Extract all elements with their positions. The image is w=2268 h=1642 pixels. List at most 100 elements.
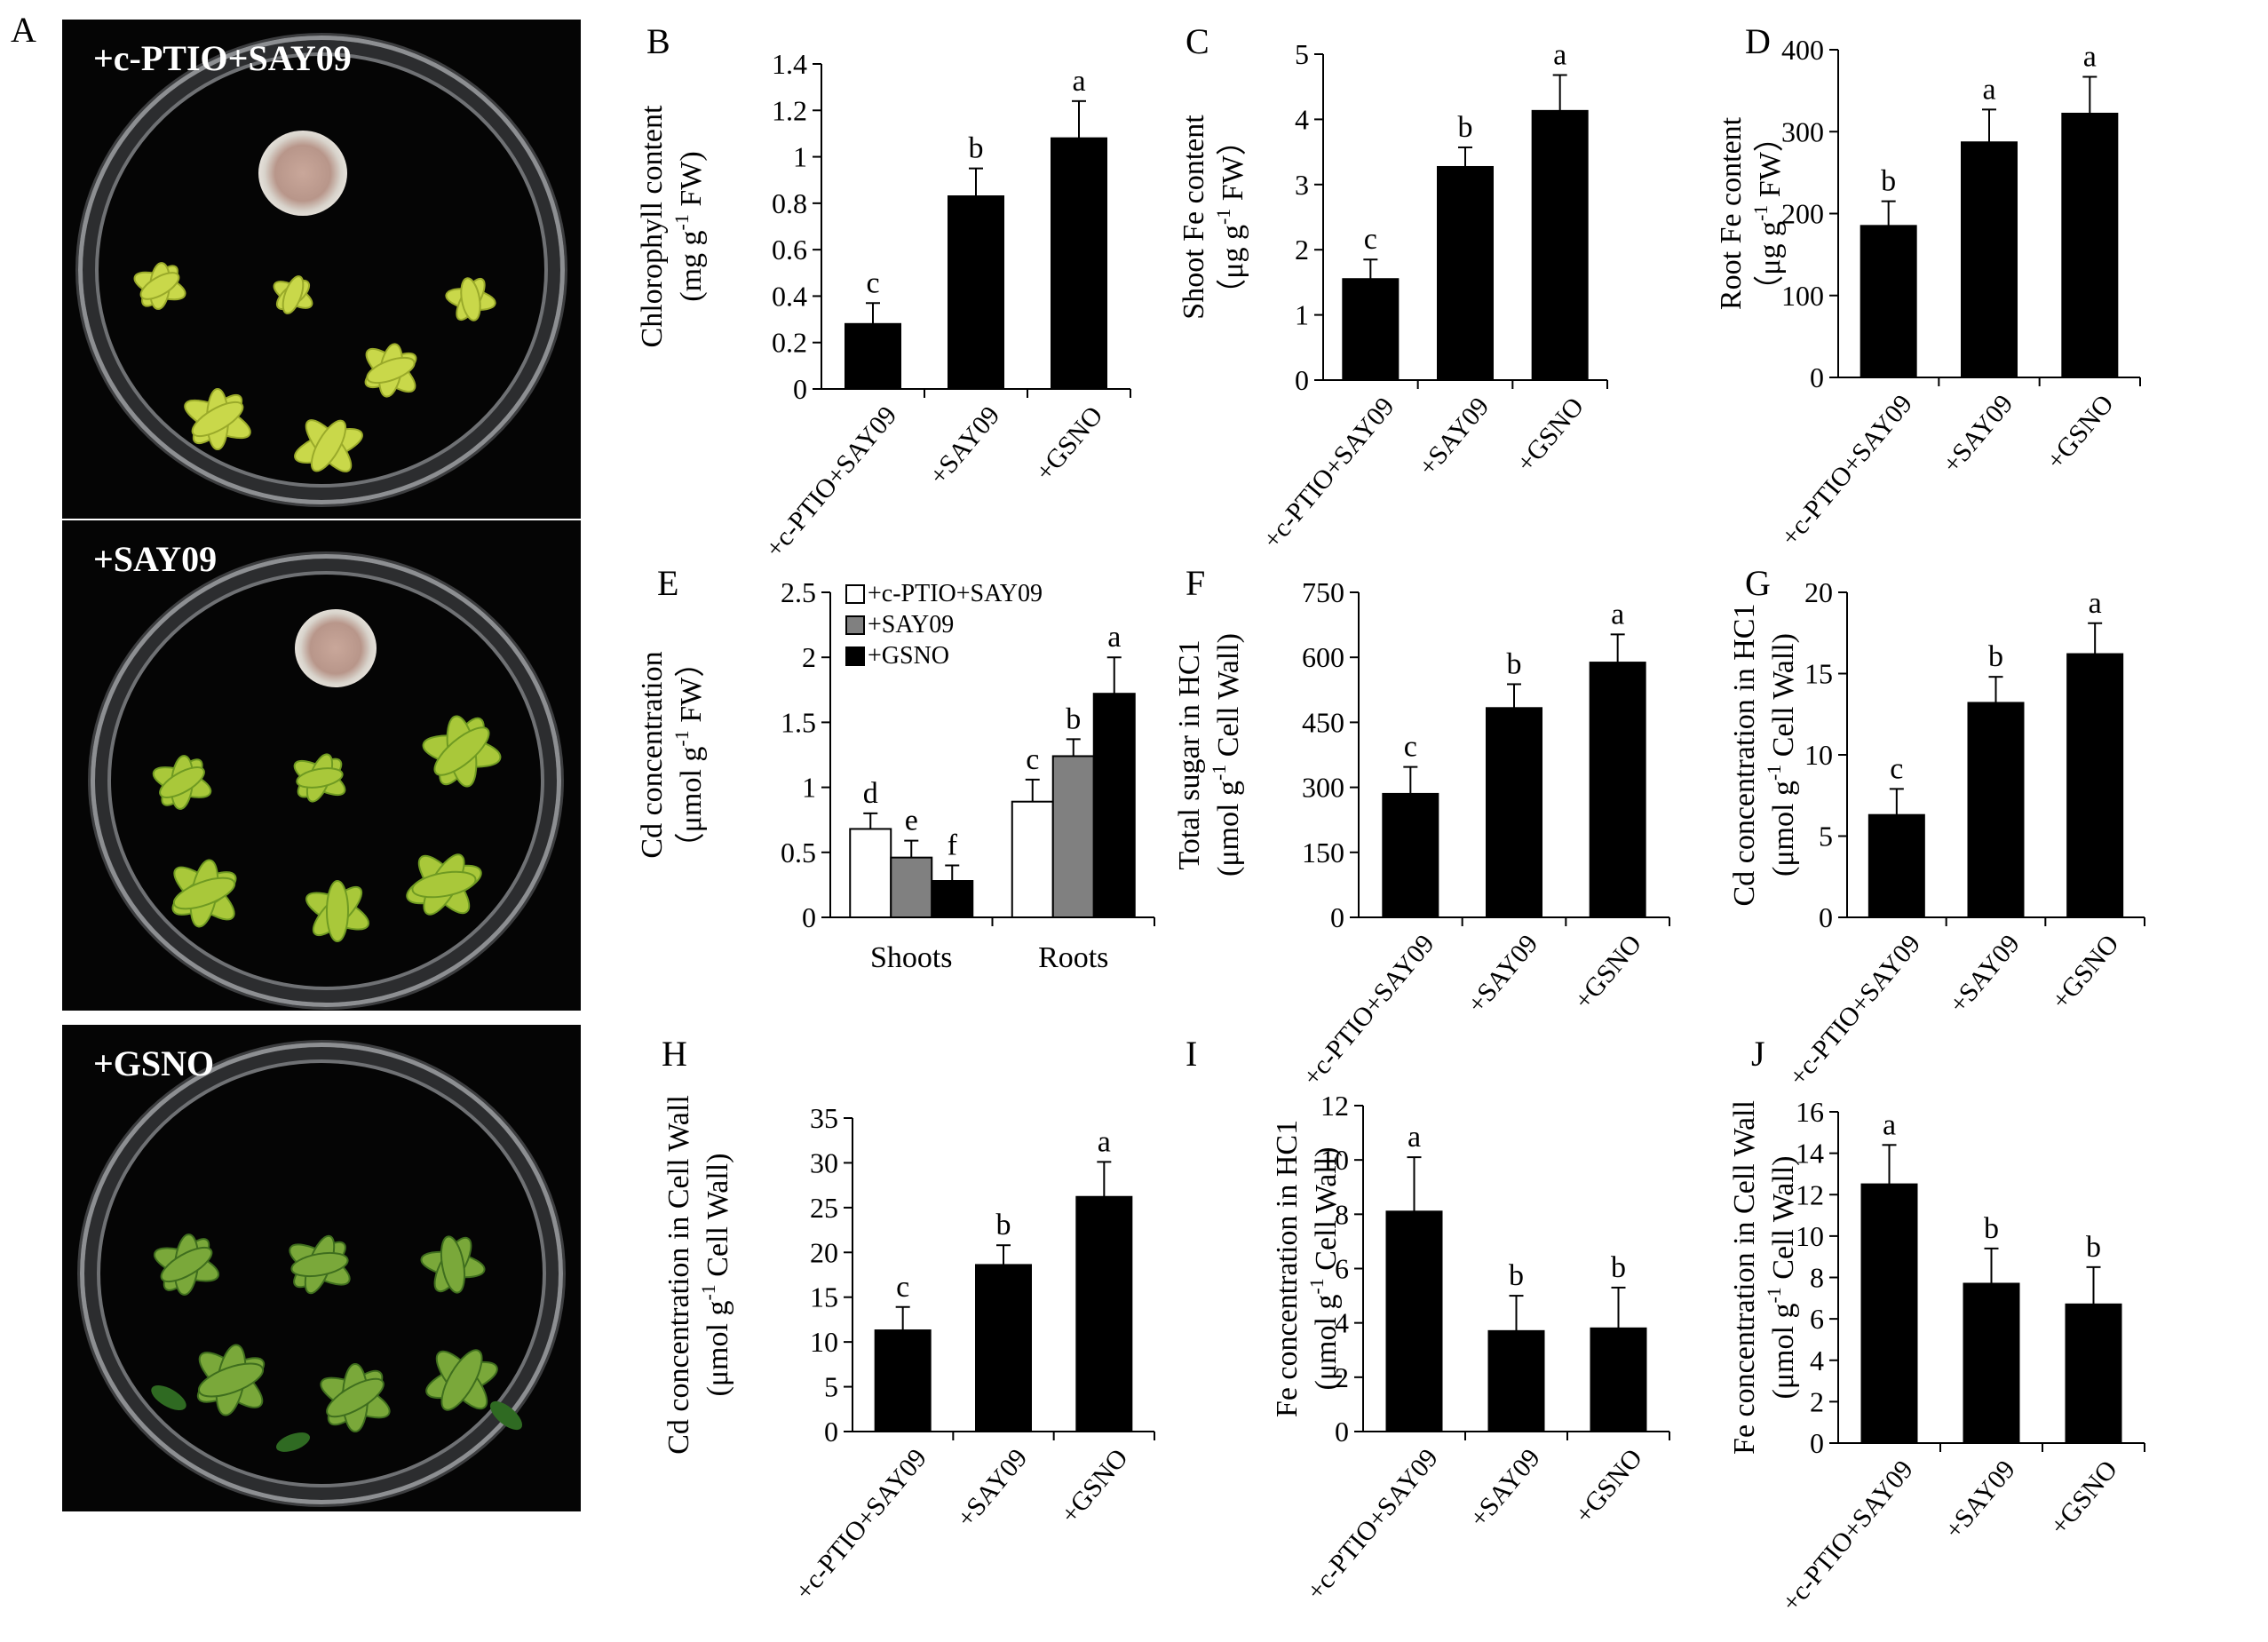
bar [1342, 278, 1400, 382]
petri-dish [80, 1043, 563, 1504]
y-axis-label-line: （μmol g-1 FW） [670, 647, 708, 862]
y-tick-label: 2 [802, 641, 816, 673]
y-axis-label-line: (μmol g-1 Cell Wall) [1763, 633, 1800, 877]
superscript: -1 [670, 730, 693, 746]
seedling-group-green [152, 715, 502, 942]
y-tick-label: 2 [1810, 1385, 1824, 1417]
chart-panel-j: J Fe concentration in Cell Wall (μmol g-1 … [1728, 1034, 2145, 1617]
bar [1385, 1210, 1443, 1433]
y-axis-label: Cd concentration in Cell Wall (μmol g-1 C… [662, 1095, 734, 1455]
significance-letter: a [1408, 1121, 1421, 1154]
legend-label: +c-PTIO+SAY09 [868, 580, 1043, 607]
bar [1531, 109, 1589, 381]
y-tick-label: 750 [1302, 576, 1344, 608]
y-tick-label: 6 [1335, 1253, 1349, 1285]
significance-letter: b [969, 132, 984, 165]
x-tick-label: +c-PTIO+SAY09 [1297, 929, 1440, 1091]
y-tick-label: 0 [793, 373, 807, 405]
plate-photo-gsno: +GSNO [62, 1025, 581, 1511]
bar [890, 856, 933, 919]
significance-letter: b [1988, 640, 2003, 673]
y-axis-label: Root Fe content （μg g-1 FW） [1715, 116, 1787, 310]
legend-swatch [845, 584, 865, 604]
bacterial-colony [295, 609, 377, 687]
significance-letter: d [863, 777, 878, 810]
chart-panel-g: GCd concentration in HC1 (μmol g-1 Cell W… [1728, 563, 2145, 1091]
y-tick-label: 2 [1295, 234, 1309, 266]
bar [975, 1264, 1032, 1433]
superscript: -1 [697, 1284, 719, 1300]
superscript: -1 [1763, 765, 1785, 781]
photo-caption: +GSNO [93, 1043, 215, 1083]
x-tick-label: +SAY09 [1462, 929, 1543, 1019]
bar [1437, 165, 1494, 381]
bar [1963, 1282, 2020, 1445]
significance-letter: a [1883, 1108, 1896, 1141]
x-tick-label: +SAY09 [951, 1443, 1033, 1533]
panel-a-letter: A [11, 10, 36, 50]
petri-dish [78, 36, 565, 504]
significance-letter: c [1026, 743, 1039, 776]
y-tick-label: 0 [1295, 364, 1309, 396]
bar [1051, 137, 1107, 391]
y-tick-label: 0 [1819, 901, 1833, 933]
y-axis-label-line: (μmol g-1 Cell Wall) [697, 1153, 734, 1396]
chart-panel-e: E Cd concentration （μmol g-1 FW） 0 0.5 1 1.5 2 2… [636, 563, 1155, 974]
x-tick-label: +GSNO [2046, 929, 2125, 1015]
y-tick-label: 15 [1804, 658, 1833, 690]
x-tick-label: +SAY09 [1464, 1443, 1546, 1533]
x-tick-label: +c-PTIO+SAY09 [1783, 929, 1926, 1091]
bar [1868, 813, 1925, 919]
y-axis-label-line: (μmol g-1 Cell Wall) [1763, 1155, 1800, 1399]
significance-letter: a [1072, 65, 1085, 98]
y-tick-label: 10 [810, 1326, 838, 1358]
y-axis-label-line: Cd concentration in Cell Wall [662, 1095, 695, 1455]
y-tick-label: 8 [1335, 1198, 1349, 1230]
leaf-dark-accents [151, 1385, 523, 1452]
y-axis-label-line: Shoot Fe content [1178, 115, 1210, 320]
panel-letter: F [1186, 563, 1205, 603]
x-tick-label: +c-PTIO+SAY09 [759, 401, 902, 563]
x-tick-label: +SAY09 [1937, 389, 2018, 479]
y-tick-label: 0.4 [772, 280, 807, 312]
x-tick-label: Shoots [870, 941, 953, 974]
y-tick-label: 0 [824, 1416, 838, 1448]
photo-caption: +SAY09 [93, 539, 218, 579]
x-tick-label: +GSNO [2044, 1455, 2123, 1541]
significance-letter: a [1107, 621, 1121, 654]
superscript: -1 [1212, 209, 1234, 225]
y-tick-label: 25 [810, 1192, 838, 1224]
bar [1487, 1329, 1545, 1433]
y-tick-label: 8 [1810, 1262, 1824, 1294]
y-tick-label: 0.5 [781, 837, 816, 869]
y-axis-label-line: Total sugar in HC1 [1173, 639, 1206, 869]
bar [931, 880, 974, 918]
y-tick-label: 200 [1781, 198, 1824, 230]
y-tick-label: 0.8 [772, 187, 807, 219]
significance-letter: b [1066, 702, 1081, 735]
y-tick-label: 0 [1330, 901, 1344, 933]
bar [849, 828, 892, 918]
y-axis-label-line: (mg g-1 FW) [670, 151, 708, 301]
panel-letter: E [657, 563, 678, 603]
y-axis-label-rest: Cell Wall) [1767, 633, 1800, 765]
y-axis-label: Cd concentration （μmol g-1 FW） [636, 647, 708, 862]
y-tick-label: 30 [810, 1146, 838, 1178]
panel-letter: G [1745, 563, 1771, 603]
y-axis-label-line: Cd concentration [636, 651, 669, 858]
y-axis-label-line: Root Fe content [1715, 116, 1748, 310]
y-axis-label-line: (μmol g-1 Cell Wall) [1305, 1146, 1343, 1390]
x-tick-label: +c-PTIO+SAY09 [1301, 1443, 1444, 1606]
significance-letter: a [2083, 40, 2097, 73]
y-tick-label: 5 [1819, 821, 1833, 853]
plate-photo-cptio-say09: +c-PTIO+SAY09 [62, 20, 581, 519]
y-tick-label: 16 [1796, 1096, 1824, 1128]
panel-letter: C [1186, 21, 1209, 61]
bar [1382, 792, 1439, 918]
y-tick-label: 15 [810, 1281, 838, 1313]
legend-swatch [845, 646, 865, 666]
y-tick-label: 400 [1781, 34, 1824, 66]
x-tick-label: +GSNO [2041, 389, 2120, 475]
x-tick-label: +GSNO [1568, 929, 1647, 1015]
